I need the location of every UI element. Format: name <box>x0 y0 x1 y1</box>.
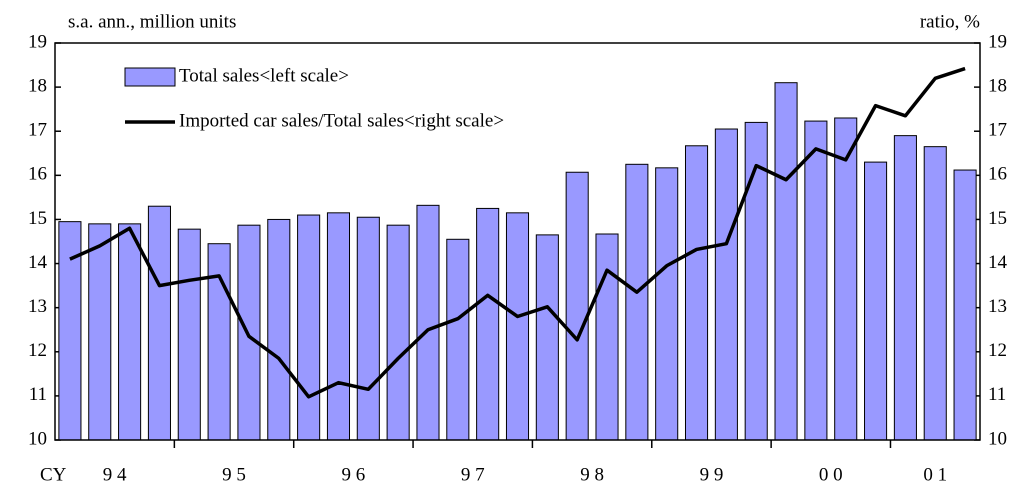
line <box>69 66 966 399</box>
x-tick-label: 9 6 <box>342 464 366 485</box>
bar <box>864 161 888 441</box>
x-tick-label: 9 7 <box>461 464 485 485</box>
y2-tick-label: 16 <box>988 164 1007 185</box>
y2-axis-label: ratio, % <box>920 11 980 32</box>
bar <box>88 223 112 441</box>
x-tick-label: 9 5 <box>222 464 246 485</box>
bar <box>565 171 589 441</box>
y-tick-label: 15 <box>28 208 47 229</box>
bar <box>446 238 470 441</box>
bar <box>356 216 380 441</box>
y2-tick-label: 13 <box>988 296 1007 317</box>
y2-tick-label: 15 <box>988 208 1007 229</box>
y-tick-label: 14 <box>28 252 48 273</box>
bar <box>386 224 410 441</box>
y2-tick-label: 10 <box>988 428 1007 449</box>
bar <box>326 212 351 441</box>
legend-label: Imported car sales/Total sales<right sca… <box>179 110 504 131</box>
y2-tick-label: 17 <box>988 120 1007 141</box>
y-tick-label: 13 <box>28 296 47 317</box>
y2-tick-label: 12 <box>988 340 1007 361</box>
bar <box>625 163 649 441</box>
bar <box>595 233 619 441</box>
y-tick-label: 12 <box>28 340 47 361</box>
plot-frame <box>54 42 981 441</box>
x-tick-label: 0 0 <box>819 464 843 485</box>
legend-swatch <box>124 67 176 87</box>
bar <box>147 205 171 441</box>
bar <box>416 204 440 441</box>
y-axis-label: s.a. ann., million units <box>68 11 236 32</box>
y-tick-label: 11 <box>29 384 47 405</box>
legend-label: Total sales<left scale> <box>179 65 349 86</box>
y2-tick-label: 11 <box>988 384 1006 405</box>
x-prefix: CY <box>40 464 67 485</box>
y-tick-label: 17 <box>28 120 47 141</box>
bar <box>655 167 679 441</box>
y-tick-label: 10 <box>28 428 47 449</box>
bar <box>684 145 709 441</box>
bar <box>714 128 738 441</box>
x-tick-label: 0 1 <box>923 464 947 485</box>
y-tick-label: 19 <box>28 31 47 52</box>
bar <box>297 214 321 441</box>
bar <box>804 120 828 441</box>
bar <box>834 117 858 441</box>
y2-tick-label: 19 <box>988 31 1007 52</box>
bar <box>267 218 291 441</box>
bar <box>774 82 798 441</box>
bar <box>118 223 142 441</box>
bar <box>953 169 977 441</box>
y-tick-label: 18 <box>28 75 47 96</box>
x-tick-label: 9 4 <box>103 464 127 485</box>
y2-tick-label: 18 <box>988 75 1007 96</box>
bar <box>207 243 231 441</box>
x-tick-label: 9 9 <box>700 464 724 485</box>
bar <box>476 207 500 441</box>
y-tick-label: 16 <box>28 164 47 185</box>
x-tick-label: 9 8 <box>580 464 604 485</box>
bar <box>535 234 559 441</box>
y2-tick-label: 14 <box>988 252 1008 273</box>
bar <box>177 228 201 441</box>
bar <box>505 212 530 441</box>
bar <box>923 146 947 441</box>
bar <box>893 135 917 441</box>
